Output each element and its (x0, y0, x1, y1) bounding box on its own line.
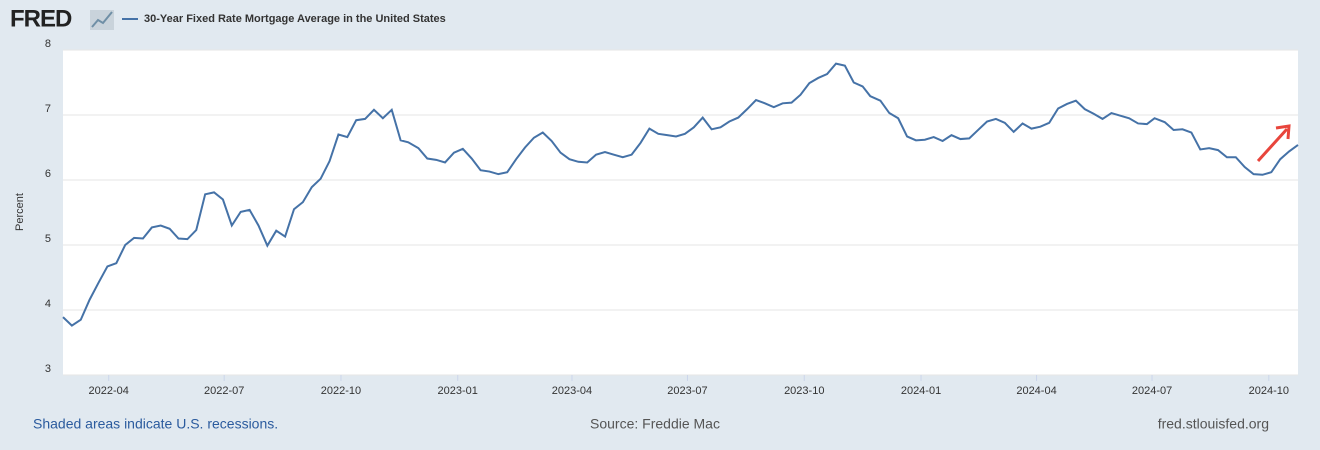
x-tick-label: 2023-01 (438, 385, 478, 397)
x-tick-label: 2023-07 (667, 385, 707, 397)
x-tick-label: 2022-10 (321, 385, 361, 397)
x-tick-label: 2024-10 (1249, 385, 1289, 397)
y-tick-label: 4 (45, 298, 51, 310)
x-tick-label: 2022-04 (89, 385, 129, 397)
legend-label: 30-Year Fixed Rate Mortgage Average in t… (144, 13, 446, 25)
recession-note: Shaded areas indicate U.S. recessions. (33, 416, 278, 432)
site: fred.stlouisfed.org (1158, 416, 1269, 432)
x-tick-label: 2023-04 (552, 385, 592, 397)
annotation-arrow (1256, 124, 1291, 163)
x-tick-label: 2024-07 (1132, 385, 1172, 397)
x-tick-label: 2024-01 (901, 385, 941, 397)
source: Source: Freddie Mac (590, 416, 720, 432)
y-tick-label: 3 (45, 363, 51, 375)
logo: FRED (10, 5, 72, 32)
logo-icon (90, 10, 114, 30)
series-line (62, 62, 1299, 327)
y-tick-label: 5 (45, 233, 51, 245)
x-tick-label: 2022-07 (204, 385, 244, 397)
x-tick-label: 2023-10 (784, 385, 824, 397)
x-tick-label: 2024-04 (1016, 385, 1056, 397)
y-tick-label: 6 (45, 168, 51, 180)
plot-area (63, 50, 1298, 375)
y-tick-label: 7 (45, 103, 51, 115)
y-tick-label: 8 (45, 38, 51, 50)
y-axis-label: Percent (14, 193, 26, 231)
